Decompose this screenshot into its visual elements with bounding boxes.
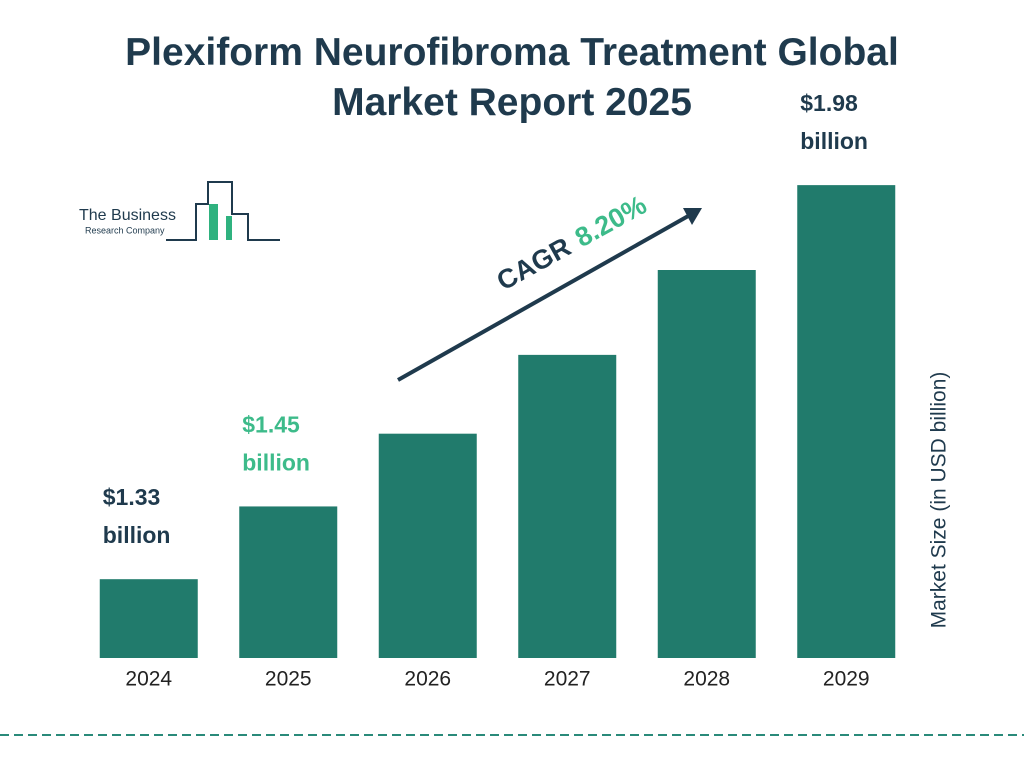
logo: The Business Research Company xyxy=(79,181,280,241)
logo-outline xyxy=(166,181,280,241)
value-label: $1.98 billion xyxy=(800,90,868,154)
value-label: $1.45 billion xyxy=(242,412,310,476)
chart-title: Plexiform Neurofibroma Treatment Global … xyxy=(125,31,899,124)
bar xyxy=(99,579,198,658)
x-tick-label: 2024 xyxy=(125,668,172,691)
cagr-arrowhead xyxy=(683,208,702,225)
logo-subtext: Research Company xyxy=(85,225,165,235)
logo-bar xyxy=(226,216,232,240)
value-label-line: billion xyxy=(103,522,171,548)
y-axis-label: Market Size (in USD billion) xyxy=(928,372,951,629)
value-label-line: $1.45 xyxy=(242,412,300,438)
logo-text: The Business xyxy=(79,207,176,224)
cagr-arrow xyxy=(397,213,691,382)
bar xyxy=(518,354,617,658)
value-label-line: $1.33 xyxy=(103,484,161,510)
logo-bar xyxy=(209,204,218,240)
value-label-line: billion xyxy=(242,450,310,476)
x-tick-label: 2029 xyxy=(823,668,870,691)
x-tick-label: 2028 xyxy=(683,668,730,691)
x-tick-label: 2025 xyxy=(265,668,312,691)
x-tick-label: 2027 xyxy=(544,668,591,691)
bar xyxy=(797,185,896,658)
bar xyxy=(657,270,756,658)
value-label: $1.33 billion xyxy=(103,484,171,548)
bar xyxy=(378,433,477,658)
x-tick-label: 2026 xyxy=(404,668,451,691)
value-label-line: billion xyxy=(800,128,868,154)
value-label-line: $1.98 xyxy=(800,90,858,116)
bar xyxy=(239,506,338,658)
